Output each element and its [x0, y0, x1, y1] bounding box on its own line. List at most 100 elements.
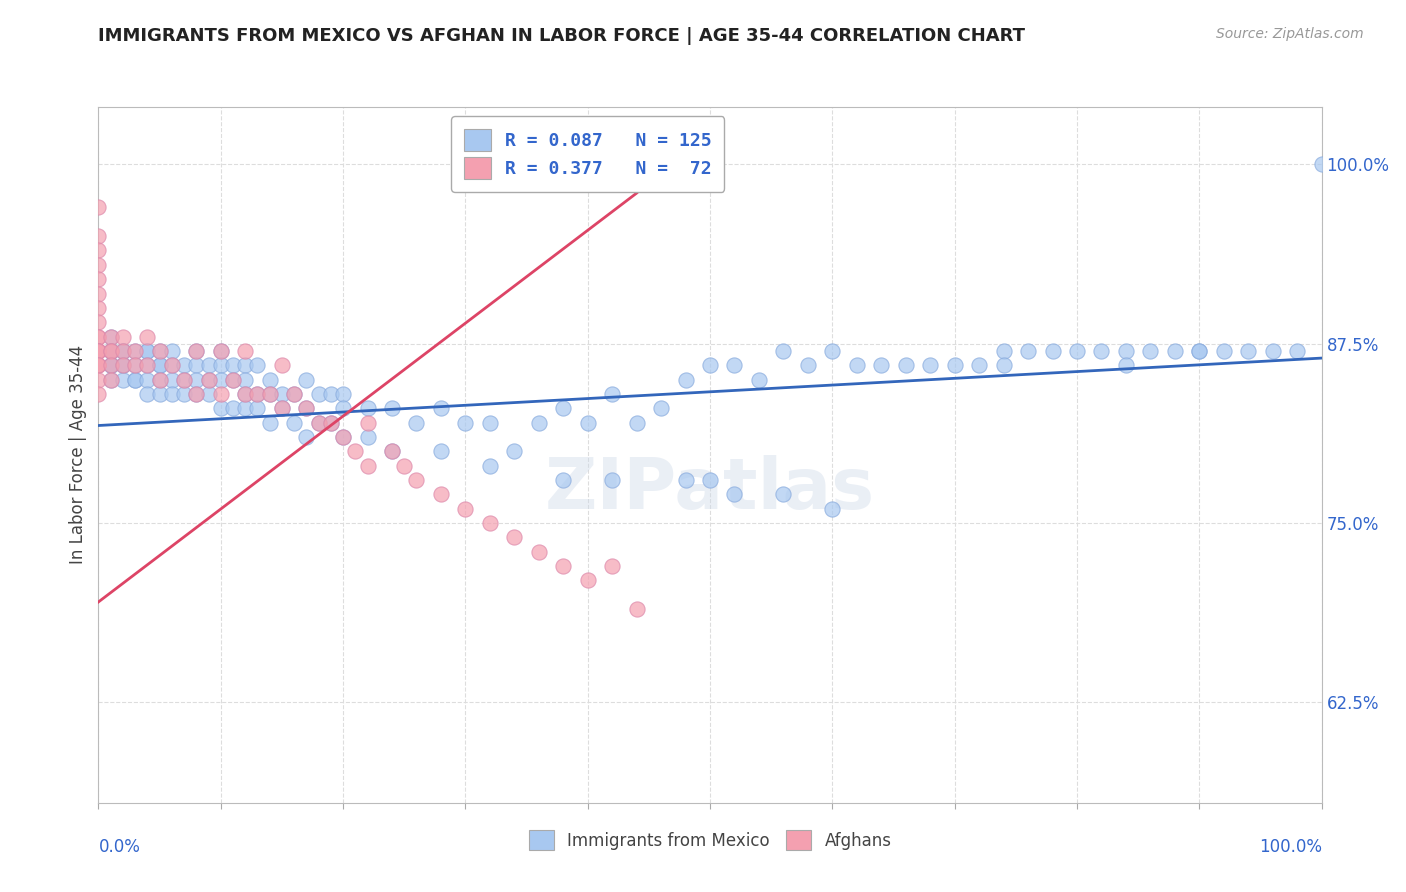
Point — [723, 358, 745, 372]
Point — [356, 416, 378, 430]
Point — [1066, 343, 1088, 358]
Point — [332, 430, 354, 444]
Point — [209, 387, 232, 401]
Text: IMMIGRANTS FROM MEXICO VS AFGHAN IN LABOR FORCE | AGE 35-44 CORRELATION CHART: IMMIGRANTS FROM MEXICO VS AFGHAN IN LABO… — [98, 27, 1025, 45]
Point — [233, 387, 256, 401]
Point — [87, 329, 110, 343]
Point — [675, 373, 697, 387]
Point — [295, 373, 318, 387]
Point — [209, 373, 232, 387]
Point — [186, 387, 208, 401]
Point — [356, 430, 378, 444]
Point — [1042, 343, 1064, 358]
Point — [111, 343, 134, 358]
Point — [626, 416, 648, 430]
Point — [1188, 343, 1211, 358]
Point — [186, 343, 208, 358]
Point — [173, 387, 195, 401]
Point — [699, 358, 721, 372]
Text: ZIPatlas: ZIPatlas — [546, 455, 875, 524]
Point — [209, 358, 232, 372]
Point — [222, 401, 245, 416]
Point — [209, 343, 232, 358]
Point — [149, 373, 172, 387]
Point — [173, 373, 195, 387]
Point — [332, 387, 354, 401]
Point — [270, 401, 294, 416]
Point — [943, 358, 966, 372]
Point — [111, 358, 134, 372]
Point — [527, 416, 550, 430]
Point — [1261, 343, 1284, 358]
Point — [503, 444, 526, 458]
Point — [1090, 343, 1112, 358]
Point — [283, 416, 305, 430]
Point — [405, 473, 427, 487]
Point — [650, 401, 672, 416]
Point — [100, 358, 122, 372]
Point — [149, 343, 172, 358]
Point — [259, 416, 281, 430]
Point — [478, 516, 501, 530]
Point — [576, 574, 599, 588]
Point — [270, 387, 294, 401]
Point — [87, 244, 110, 258]
Point — [381, 444, 404, 458]
Point — [173, 373, 195, 387]
Point — [993, 358, 1015, 372]
Point — [1164, 343, 1187, 358]
Point — [222, 358, 245, 372]
Point — [381, 444, 404, 458]
Point — [576, 416, 599, 430]
Point — [124, 373, 146, 387]
Point — [295, 401, 318, 416]
Point — [233, 401, 256, 416]
Point — [149, 373, 172, 387]
Point — [186, 358, 208, 372]
Point — [87, 373, 110, 387]
Point — [308, 416, 330, 430]
Point — [87, 201, 110, 215]
Point — [381, 401, 404, 416]
Point — [100, 358, 122, 372]
Point — [100, 358, 122, 372]
Point — [136, 358, 159, 372]
Point — [478, 458, 501, 473]
Point — [124, 373, 146, 387]
Point — [797, 358, 820, 372]
Point — [100, 358, 122, 372]
Point — [186, 387, 208, 401]
Point — [430, 401, 453, 416]
Point — [967, 358, 990, 372]
Point — [430, 444, 453, 458]
Point — [308, 416, 330, 430]
Point — [233, 343, 256, 358]
Point — [845, 358, 868, 372]
Point — [356, 458, 378, 473]
Point — [124, 343, 146, 358]
Point — [136, 387, 159, 401]
Point — [111, 358, 134, 372]
Point — [1115, 343, 1137, 358]
Point — [136, 358, 159, 372]
Point — [160, 343, 183, 358]
Point — [332, 401, 354, 416]
Point — [993, 343, 1015, 358]
Point — [100, 343, 122, 358]
Point — [197, 373, 219, 387]
Point — [124, 343, 146, 358]
Point — [87, 272, 110, 286]
Point — [246, 358, 269, 372]
Point — [111, 329, 134, 343]
Point — [100, 373, 122, 387]
Point — [319, 387, 342, 401]
Point — [197, 373, 219, 387]
Point — [160, 358, 183, 372]
Text: 0.0%: 0.0% — [98, 838, 141, 855]
Point — [87, 286, 110, 301]
Point — [723, 487, 745, 501]
Point — [319, 416, 342, 430]
Point — [87, 358, 110, 372]
Point — [405, 416, 427, 430]
Point — [87, 358, 110, 372]
